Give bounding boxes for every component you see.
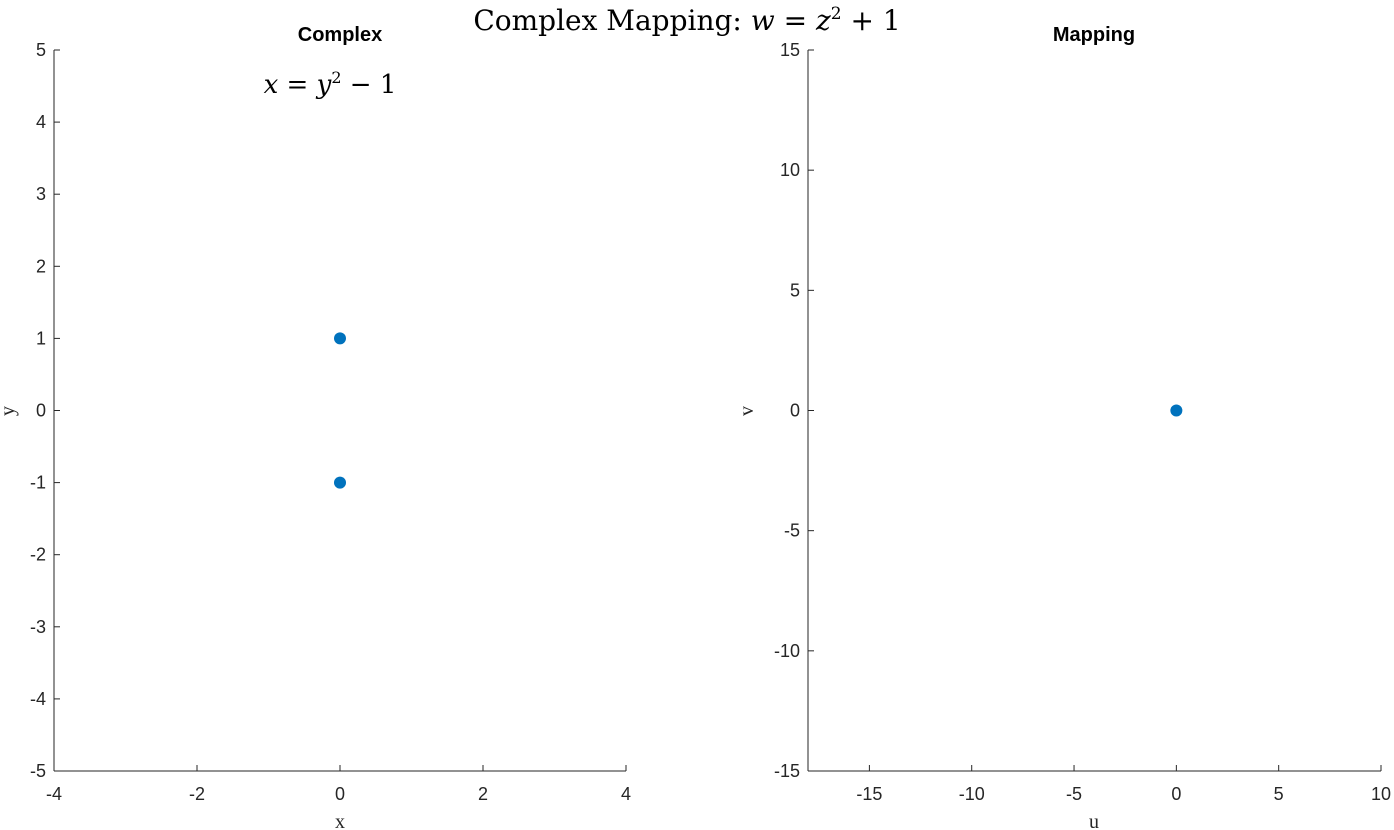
annotation-base: y xyxy=(316,70,332,100)
y-axis-label: v xyxy=(736,406,758,416)
x-ticks: -4 -2 0 2 4 xyxy=(46,765,631,804)
suptitle-base: z xyxy=(815,4,831,37)
x-tick-label: -4 xyxy=(46,784,62,804)
data-point xyxy=(334,476,346,489)
x-tick-label: -5 xyxy=(1066,784,1082,804)
y-tick-label: 3 xyxy=(36,184,46,204)
suptitle-eq: = xyxy=(775,4,816,37)
y-tick-label: 4 xyxy=(36,112,46,132)
annotation-eq: = xyxy=(278,70,316,100)
y-tick-label: -4 xyxy=(30,689,46,709)
y-tick-label: 5 xyxy=(790,280,800,300)
suptitle-exp: 2 xyxy=(831,4,842,24)
data-point xyxy=(1170,404,1183,417)
y-tick-label: 0 xyxy=(790,401,800,421)
x-tick-label: 10 xyxy=(1371,784,1391,804)
y-ticks: -15 -10 -5 0 5 10 15 xyxy=(774,40,814,781)
y-tick-label: -5 xyxy=(30,761,46,781)
x-tick-label: -15 xyxy=(856,784,882,804)
data-points xyxy=(1170,404,1183,417)
figure-suptitle: Complex Mapping: w = z2 + 1 xyxy=(473,4,900,37)
y-tick-label: -15 xyxy=(774,761,800,781)
x-tick-label: 2 xyxy=(478,784,488,804)
chart-complex: Complex x = y2 − 1 -4 -2 0 2 4 -5-4-3-2-1012… xyxy=(0,24,631,830)
y-tick-label: 15 xyxy=(780,40,800,60)
chart-title: Complex xyxy=(298,24,382,46)
y-tick-label: 10 xyxy=(780,160,800,180)
y-tick-label: -5 xyxy=(784,521,800,541)
suptitle-tail: + 1 xyxy=(842,4,901,37)
y-axis-label: y xyxy=(0,406,19,416)
annotation-tail: − 1 xyxy=(342,70,397,100)
y-tick-label: -3 xyxy=(30,617,46,637)
x-ticks: -15 -10 -5 0 5 10 xyxy=(856,765,1391,804)
y-tick-label: -10 xyxy=(774,641,800,661)
x-tick-label: -2 xyxy=(189,784,205,804)
chart-mapping: Mapping -15 -10 -5 0 5 10 -15 -10 -5 0 5 10 15 u v xyxy=(736,24,1391,830)
annotation-lhs: x xyxy=(264,70,279,100)
x-axis-label: x xyxy=(335,811,345,830)
x-tick-label: 5 xyxy=(1274,784,1284,804)
x-tick-label: 0 xyxy=(335,784,345,804)
y-tick-label: 2 xyxy=(36,256,46,276)
annotation-exp: 2 xyxy=(331,68,341,87)
curve-annotation: x = y2 − 1 xyxy=(264,68,397,100)
suptitle-main: Complex Mapping: xyxy=(473,4,750,37)
x-tick-label: 0 xyxy=(1171,784,1181,804)
x-tick-label: 4 xyxy=(621,784,631,804)
data-point xyxy=(334,332,346,345)
y-tick-label: -1 xyxy=(30,473,46,493)
y-tick-label: 0 xyxy=(36,401,46,421)
y-tick-label: 1 xyxy=(36,328,46,348)
suptitle-var: w xyxy=(751,4,775,37)
x-axis-label: u xyxy=(1089,811,1099,830)
y-tick-label: -2 xyxy=(30,545,46,565)
y-tick-label: 5 xyxy=(36,40,46,60)
x-tick-label: -10 xyxy=(959,784,985,804)
data-points xyxy=(334,332,346,489)
chart-title: Mapping xyxy=(1053,24,1135,46)
y-ticks: -5 -4 -3 -2 -1 0 1 2 3 4 5 xyxy=(30,40,60,781)
